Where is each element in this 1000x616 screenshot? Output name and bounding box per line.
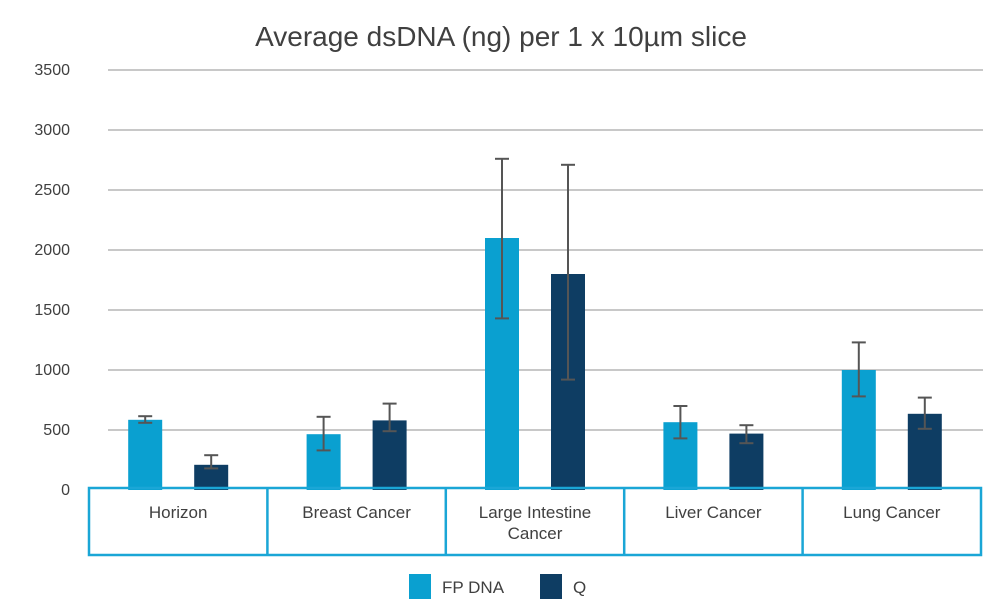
x-category-label: Breast Cancer [302,503,411,522]
legend: FP DNA Q [409,574,586,599]
error-bars [138,157,932,470]
error-bar [739,424,754,445]
category-table: Horizon Breast Cancer Large Intestine Cance… [87,486,983,557]
bars [128,238,942,490]
legend-label: FP DNA [442,578,505,597]
error-bar [917,396,932,430]
grid-lines [108,69,983,431]
y-tick-label: 3000 [34,122,70,139]
legend-label: Q [573,578,586,597]
error-bar [204,454,219,470]
y-axis-ticks: 0 500 1000 1500 2000 2500 3000 3500 [34,62,70,499]
legend-swatch [540,574,562,599]
error-bar [561,163,575,381]
x-category-label: Cancer [508,524,563,543]
y-tick-label: 0 [61,482,70,499]
y-tick-label: 1500 [34,302,70,319]
legend-swatch [409,574,431,599]
bar-fp-dna [128,419,163,490]
error-bar [138,415,153,424]
chart-title: Average dsDNA (ng) per 1 x 10µm slice [255,21,747,52]
x-category-label: Lung Cancer [843,503,941,522]
error-bar [382,402,397,433]
y-tick-label: 2000 [34,242,70,259]
x-category-label: Liver Cancer [665,503,762,522]
y-tick-label: 1000 [34,362,70,379]
x-category-label: Large Intestine [479,503,591,522]
category-table-border [87,486,983,557]
y-tick-label: 2500 [34,182,70,199]
error-bar [673,405,688,440]
error-bar [851,341,866,398]
y-tick-label: 3500 [34,62,70,79]
error-bar [495,157,509,320]
error-bar [316,415,331,452]
x-category-label: Horizon [149,503,208,522]
y-tick-label: 500 [43,422,70,439]
